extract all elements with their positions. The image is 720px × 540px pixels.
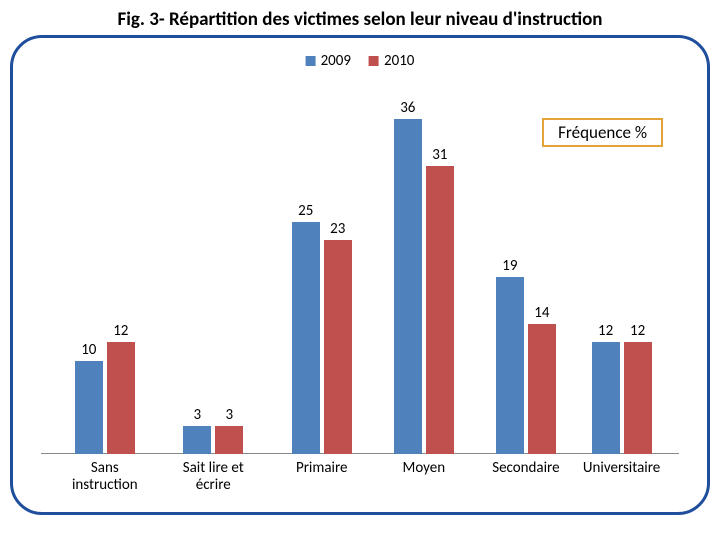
bar: 12 <box>107 342 135 454</box>
x-axis-label: Sansinstruction <box>72 460 138 495</box>
legend-swatch-2010 <box>369 56 379 66</box>
bar-group: 1012 <box>75 342 135 454</box>
chart-frame: 2009 2010 Fréquence % 101233252336311914… <box>10 35 710 515</box>
bar: 25 <box>292 222 320 455</box>
chart-title: Fig. 3- Répartition des victimes selon l… <box>0 0 720 35</box>
legend-item-2010: 2010 <box>369 52 414 70</box>
x-axis-label: Secondaire <box>492 460 559 477</box>
legend-swatch-2009 <box>306 56 316 66</box>
legend-item-2009: 2009 <box>306 52 351 70</box>
bar-group: 3631 <box>394 119 454 454</box>
bar-group: 1212 <box>592 342 652 454</box>
bar-group: 33 <box>183 426 243 454</box>
bar: 19 <box>496 277 524 454</box>
bar-group: 2523 <box>292 222 352 455</box>
legend-label-2010: 2010 <box>384 52 414 70</box>
bar: 23 <box>324 240 352 454</box>
bar-value-label: 14 <box>534 304 549 322</box>
bar-value-label: 12 <box>630 322 645 340</box>
bar-value-label: 36 <box>400 99 415 117</box>
x-axis-labels: Sansinstruction Sait lire etécrire Primair… <box>41 460 679 504</box>
legend-label-2009: 2009 <box>321 52 351 70</box>
bar-group: 1914 <box>496 277 556 454</box>
plot-area: 1012332523363119141212 <box>41 82 679 454</box>
x-axis-label: Primaire <box>296 460 348 477</box>
bar-value-label: 3 <box>225 406 233 424</box>
bar: 12 <box>592 342 620 454</box>
bar-value-label: 3 <box>193 406 201 424</box>
bar-value-label: 23 <box>330 220 345 238</box>
baseline <box>41 453 679 454</box>
x-axis-label: Moyen <box>402 460 445 477</box>
x-axis-label: Sait lire etécrire <box>183 460 244 495</box>
bar-value-label: 19 <box>502 257 517 275</box>
bar-value-label: 25 <box>298 202 313 220</box>
bar-value-label: 10 <box>81 341 96 359</box>
x-axis-label: Universitaire <box>583 460 660 477</box>
bar-value-label: 12 <box>598 322 613 340</box>
bar: 3 <box>215 426 243 454</box>
legend: 2009 2010 <box>306 52 415 70</box>
bar: 3 <box>183 426 211 454</box>
bar-value-label: 31 <box>432 146 447 164</box>
bar: 36 <box>394 119 422 454</box>
bar: 14 <box>528 324 556 454</box>
bar: 12 <box>624 342 652 454</box>
bar-value-label: 12 <box>113 322 128 340</box>
bar: 10 <box>75 361 103 454</box>
bar: 31 <box>426 166 454 454</box>
